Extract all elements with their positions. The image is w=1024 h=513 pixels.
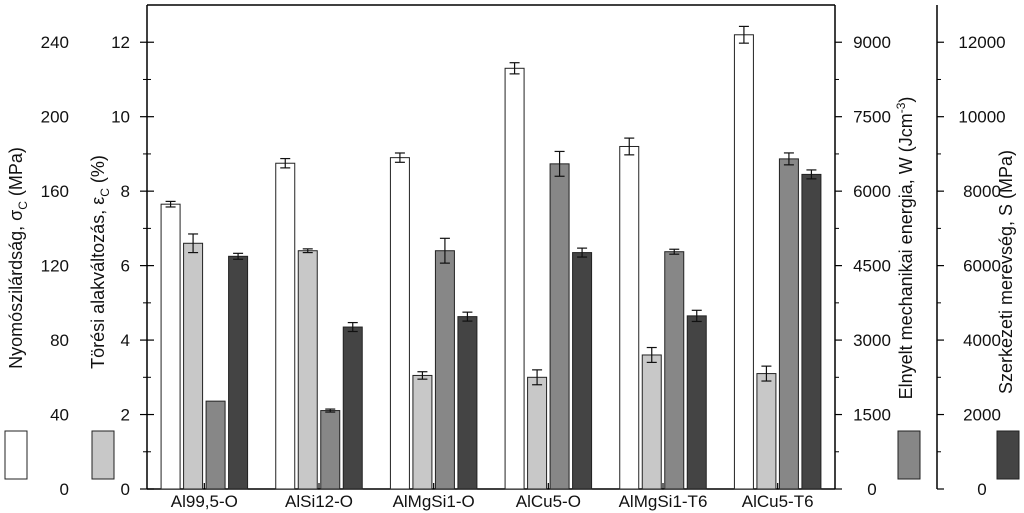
y4-tick-label: 4000 — [963, 331, 1001, 350]
y4-tick-label: 8000 — [963, 182, 1001, 201]
x-tick-label: AlMgSi1-T6 — [619, 492, 708, 511]
y4-tick-label: 10000 — [958, 108, 1005, 127]
y3-tick-label: 9000 — [853, 33, 891, 52]
y3-tick-label: 7500 — [853, 108, 891, 127]
legend-swatch-y1 — [4, 430, 28, 480]
y1-tick-label: 80 — [50, 331, 69, 350]
bar-y2 — [756, 373, 777, 490]
y1-tick-label: 160 — [41, 182, 69, 201]
legend-swatch-y3 — [897, 430, 921, 480]
bar-y4 — [228, 255, 249, 490]
bar-y3 — [320, 410, 341, 490]
bar-y2 — [527, 376, 548, 490]
bar-y1 — [733, 34, 754, 490]
bar-y4 — [686, 315, 707, 490]
bar-y2 — [183, 242, 204, 490]
bar-y1 — [504, 67, 525, 490]
y4-tick-label: 12000 — [958, 33, 1005, 52]
y3-tick-label: 1500 — [853, 406, 891, 425]
y1-tick-label: 40 — [50, 406, 69, 425]
y1-tick-label: 120 — [41, 257, 69, 276]
bar-y4 — [342, 326, 363, 490]
y4-axis-title: Szerkezeti merevség, S (MPa) — [996, 150, 1016, 394]
bar-y1 — [389, 157, 410, 490]
bar-y3 — [664, 251, 685, 490]
y4-tick-label: 0 — [977, 480, 986, 499]
bar-y4 — [801, 173, 822, 490]
bar-y1 — [160, 203, 181, 490]
y4-tick-label: 2000 — [963, 406, 1001, 425]
y4-tick-label: 6000 — [963, 257, 1001, 276]
tick-layer: 0408012016020024002468101201500300045006… — [41, 33, 1006, 511]
bar-y2 — [412, 374, 433, 490]
bar-y3 — [434, 250, 455, 490]
bar-y4 — [457, 316, 478, 490]
y3-axis-title: Elnyelt mechanikai energia, W (Jcm-3) — [894, 97, 916, 400]
y3-tick-label: 0 — [867, 480, 876, 499]
y1-axis-title: Nyomószilárdság, σC (MPa) — [6, 147, 30, 369]
y2-tick-label: 2 — [121, 406, 130, 425]
plot-frame — [146, 4, 938, 490]
y1-tick-label: 240 — [41, 33, 69, 52]
y1-tick-label: 200 — [41, 108, 69, 127]
x-tick-label: AlMgSi1-O — [393, 492, 475, 511]
y2-tick-label: 4 — [121, 331, 130, 350]
y2-axis-title: Törési alakváltozás, εC (%) — [88, 155, 112, 369]
legend-swatch-y2 — [91, 430, 115, 480]
y3-tick-label: 6000 — [853, 182, 891, 201]
y3-tick-label: 4500 — [853, 257, 891, 276]
x-tick-label: AlCu5-T6 — [742, 492, 814, 511]
y2-tick-label: 12 — [111, 33, 130, 52]
bar-y2 — [641, 354, 662, 490]
bars-layer — [160, 25, 822, 490]
bar-y1 — [619, 145, 640, 490]
y1-tick-label: 0 — [60, 480, 69, 499]
bar-y2 — [297, 250, 318, 490]
bar-y3 — [549, 163, 570, 490]
x-tick-label: AlCu5-O — [516, 492, 581, 511]
legend-swatch-y4 — [996, 430, 1020, 480]
bar-y3 — [778, 158, 799, 490]
axis-labels-layer: Nyomószilárdság, σC (MPa) Törési alakvált… — [4, 97, 1020, 480]
y2-tick-label: 10 — [111, 108, 130, 127]
bar-y4 — [572, 252, 593, 490]
y2-tick-label: 6 — [121, 257, 130, 276]
bar-y1 — [275, 162, 296, 490]
x-tick-label: Al99,5-O — [171, 492, 238, 511]
y2-tick-label: 8 — [121, 182, 130, 201]
bar-y3 — [205, 400, 226, 490]
y2-tick-label: 0 — [121, 480, 130, 499]
y3-tick-label: 3000 — [853, 331, 891, 350]
x-tick-label: AlSi12-O — [285, 492, 353, 511]
